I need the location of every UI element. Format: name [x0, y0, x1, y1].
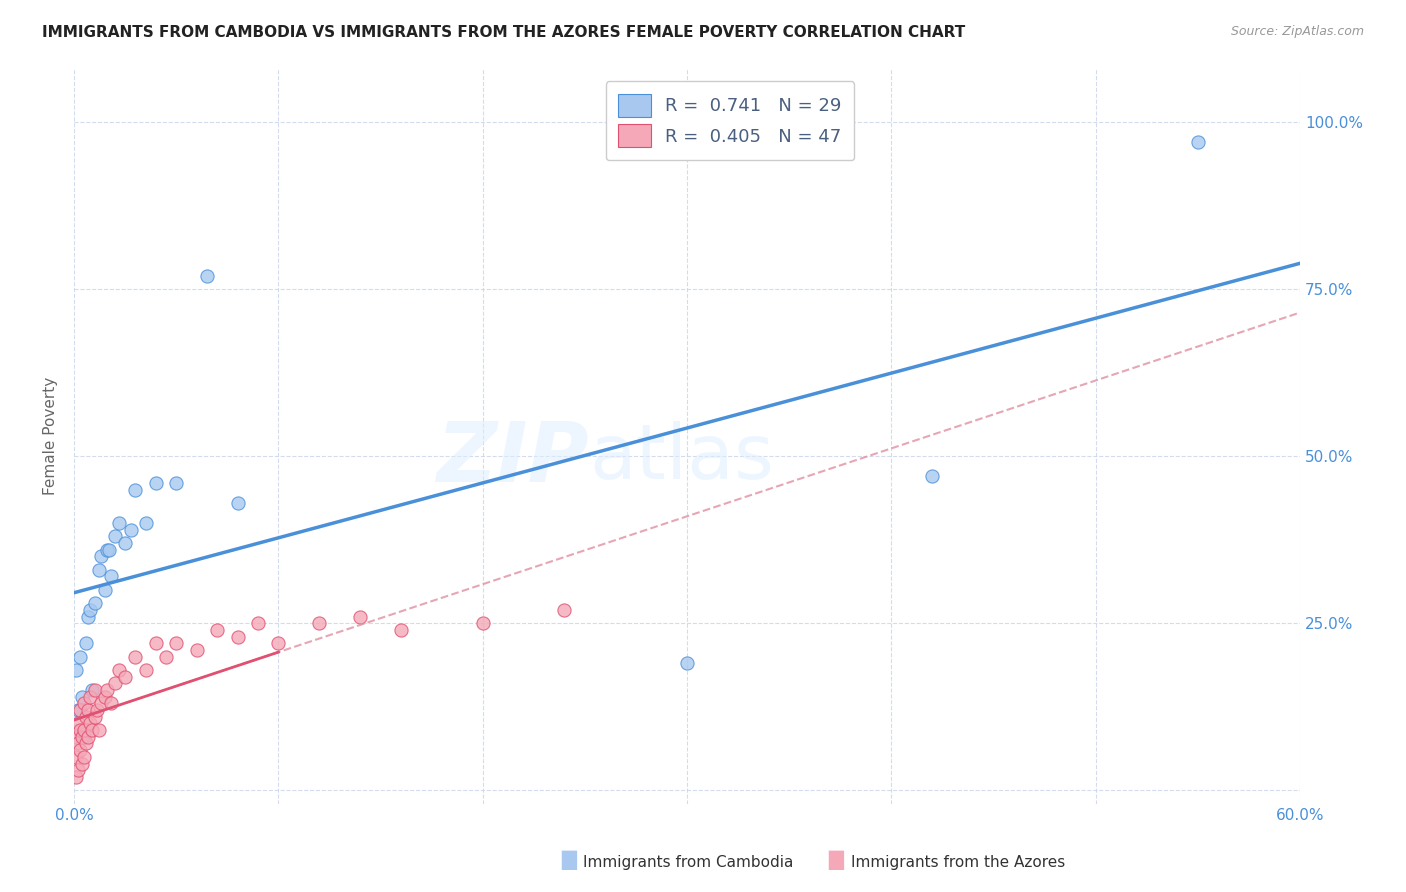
Point [69, 743, 91, 757]
Y-axis label: Female Poverty: Female Poverty [44, 377, 58, 495]
Text: Immigrants from the Azores: Immigrants from the Azores [851, 855, 1064, 870]
Point [67, 736, 90, 750]
Point [65, 663, 87, 677]
Text: atlas: atlas [589, 421, 773, 495]
Point [145, 475, 167, 490]
Point [349, 609, 371, 624]
Point [108, 663, 131, 677]
Point [553, 603, 575, 617]
Point [1187, 135, 1209, 149]
Point [72, 690, 94, 704]
Legend: R =  0.741   N = 29, R =  0.405   N = 47: R = 0.741 N = 29, R = 0.405 N = 47 [606, 81, 855, 161]
Point [124, 483, 146, 497]
Point [93, 690, 115, 704]
Point [195, 268, 218, 283]
Point [135, 516, 157, 530]
Point [83, 710, 105, 724]
Point [165, 475, 187, 490]
Point [75, 636, 97, 650]
Point [67, 763, 90, 777]
Point [73, 723, 96, 738]
Point [79, 716, 101, 731]
Point [308, 616, 330, 631]
Point [69, 649, 91, 664]
Point [389, 623, 412, 637]
Point [72, 756, 94, 771]
Text: Source: ZipAtlas.com: Source: ZipAtlas.com [1230, 25, 1364, 38]
Point [226, 630, 249, 644]
Point [114, 670, 136, 684]
Point [267, 636, 290, 650]
Point [75, 736, 97, 750]
Point [676, 657, 699, 671]
Point [87, 563, 110, 577]
Point [79, 603, 101, 617]
Point [75, 710, 97, 724]
Point [83, 596, 105, 610]
Point [104, 529, 127, 543]
Point [124, 649, 146, 664]
Point [82, 683, 104, 698]
Point [145, 636, 167, 650]
Point [205, 623, 228, 637]
Point [186, 643, 208, 657]
Point [67, 703, 90, 717]
Point [72, 730, 94, 744]
Point [104, 676, 127, 690]
Point [90, 697, 112, 711]
Point [69, 723, 91, 738]
Point [120, 523, 142, 537]
Text: █: █ [828, 850, 844, 870]
Point [90, 549, 112, 564]
Point [471, 616, 494, 631]
Point [77, 730, 100, 744]
Text: █: █ [561, 850, 576, 870]
Point [73, 730, 96, 744]
Point [93, 582, 115, 597]
Point [77, 703, 100, 717]
Text: Immigrants from Cambodia: Immigrants from Cambodia [583, 855, 794, 870]
Point [86, 703, 108, 717]
Point [96, 542, 118, 557]
Point [67, 716, 90, 731]
Point [73, 749, 96, 764]
Point [82, 723, 104, 738]
Point [100, 697, 122, 711]
Point [97, 542, 120, 557]
Point [87, 723, 110, 738]
Point [77, 609, 100, 624]
Point [73, 697, 96, 711]
Point [135, 663, 157, 677]
Point [246, 616, 269, 631]
Point [155, 649, 177, 664]
Point [96, 683, 118, 698]
Point [65, 730, 87, 744]
Point [65, 749, 87, 764]
Point [226, 496, 249, 510]
Point [921, 469, 943, 483]
Point [79, 690, 101, 704]
Text: IMMIGRANTS FROM CAMBODIA VS IMMIGRANTS FROM THE AZORES FEMALE POVERTY CORRELATIO: IMMIGRANTS FROM CAMBODIA VS IMMIGRANTS F… [42, 25, 966, 40]
Point [114, 536, 136, 550]
Text: ZIP: ZIP [436, 417, 589, 499]
Point [108, 516, 131, 530]
Point [69, 703, 91, 717]
Point [165, 636, 187, 650]
Point [100, 569, 122, 583]
Point [65, 770, 87, 784]
Point [83, 683, 105, 698]
